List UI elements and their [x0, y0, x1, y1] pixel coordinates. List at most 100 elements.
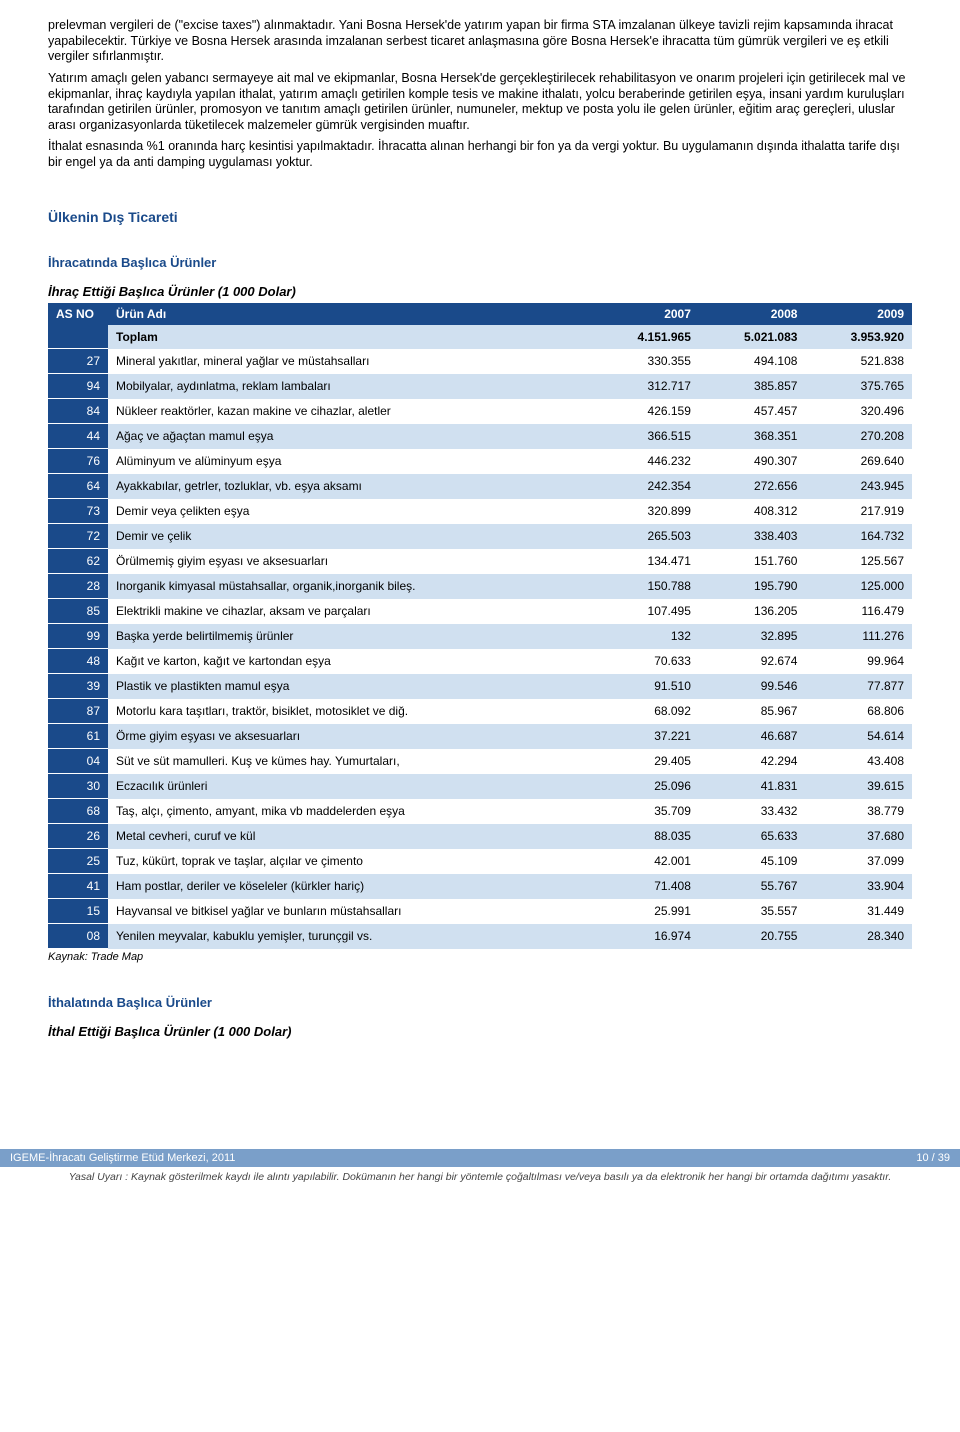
table-row: 04Süt ve süt mamulleri. Kuş ve kümes hay… [48, 749, 912, 774]
cell-2009: 320.496 [805, 399, 912, 424]
footer-left: IGEME-İhracatı Geliştirme Etüd Merkezi, … [10, 1152, 235, 1164]
cell-2008: 42.294 [699, 749, 806, 774]
cell-2009: 37.680 [805, 824, 912, 849]
cell-2009: 38.779 [805, 799, 912, 824]
cell-name: Ayakkabılar, getrler, tozluklar, vb. eşy… [108, 474, 592, 499]
table-row: 76Alüminyum ve alüminyum eşya446.232490.… [48, 449, 912, 474]
footer-right: 10 / 39 [916, 1152, 950, 1164]
cell-name: Demir ve çelik [108, 524, 592, 549]
cell-2008: 46.687 [699, 724, 806, 749]
cell-2007: 330.355 [592, 349, 699, 374]
cell-2009: 217.919 [805, 499, 912, 524]
cell-2009: 28.340 [805, 924, 912, 949]
cell-2007: 37.221 [592, 724, 699, 749]
cell-code: 27 [48, 349, 108, 374]
cell-2007: 91.510 [592, 674, 699, 699]
cell-name: Alüminyum ve alüminyum eşya [108, 449, 592, 474]
cell-2008: 35.557 [699, 899, 806, 924]
cell-2009: 116.479 [805, 599, 912, 624]
paragraph-3: İthalat esnasında %1 oranında harç kesin… [48, 139, 912, 170]
cell-2009: 111.276 [805, 624, 912, 649]
table-row: 28Inorganik kimyasal müstahsallar, organ… [48, 574, 912, 599]
cell-2008: 272.656 [699, 474, 806, 499]
cell-2009: 31.449 [805, 899, 912, 924]
cell-code: 85 [48, 599, 108, 624]
table-header-row: AS NO Ürün Adı 2007 2008 2009 [48, 303, 912, 325]
cell-code: 04 [48, 749, 108, 774]
cell-2008: 490.307 [699, 449, 806, 474]
cell-2008: 45.109 [699, 849, 806, 874]
cell-2008: 99.546 [699, 674, 806, 699]
cell-2009: 68.806 [805, 699, 912, 724]
paragraph-1: prelevman vergileri de ("excise taxes") … [48, 18, 912, 65]
cell-2009: 270.208 [805, 424, 912, 449]
cell-total-2009: 3.953.920 [805, 325, 912, 349]
cell-2007: 426.159 [592, 399, 699, 424]
footer-legal: Yasal Uyarı : Kaynak gösterilmek kaydı i… [0, 1167, 960, 1195]
cell-2007: 320.899 [592, 499, 699, 524]
cell-code: 68 [48, 799, 108, 824]
table-row: 84Nükleer reaktörler, kazan makine ve ci… [48, 399, 912, 424]
table-source: Kaynak: Trade Map [48, 951, 912, 965]
cell-name: Eczacılık ürünleri [108, 774, 592, 799]
cell-name: Başka yerde belirtilmemiş ürünler [108, 624, 592, 649]
heading-export-products: İhracatında Başlıca Ürünler [48, 255, 912, 270]
cell-code: 48 [48, 649, 108, 674]
cell-name: Süt ve süt mamulleri. Kuş ve kümes hay. … [108, 749, 592, 774]
col-asno: AS NO [48, 303, 108, 325]
table-row: 62Örülmemiş giyim eşyası ve aksesuarları… [48, 549, 912, 574]
page-body: prelevman vergileri de ("excise taxes") … [0, 0, 960, 1039]
cell-2008: 368.351 [699, 424, 806, 449]
cell-name: Kağıt ve karton, kağıt ve kartondan eşya [108, 649, 592, 674]
cell-code: 61 [48, 724, 108, 749]
table-row: 99Başka yerde belirtilmemiş ürünler13232… [48, 624, 912, 649]
cell-name: Yenilen meyvalar, kabuklu yemişler, turu… [108, 924, 592, 949]
heading-import-products: İthalatında Başlıca Ürünler [48, 995, 912, 1010]
cell-2009: 37.099 [805, 849, 912, 874]
cell-code: 99 [48, 624, 108, 649]
cell-name: Inorganik kimyasal müstahsallar, organik… [108, 574, 592, 599]
cell-name: Örülmemiş giyim eşyası ve aksesuarları [108, 549, 592, 574]
table-row: 26Metal cevheri, curuf ve kül88.03565.63… [48, 824, 912, 849]
cell-code: 26 [48, 824, 108, 849]
cell-2008: 65.633 [699, 824, 806, 849]
cell-total-2007: 4.151.965 [592, 325, 699, 349]
cell-name: Ağaç ve ağaçtan mamul eşya [108, 424, 592, 449]
cell-2009: 99.964 [805, 649, 912, 674]
table-row: 27Mineral yakıtlar, mineral yağlar ve mü… [48, 349, 912, 374]
cell-2009: 243.945 [805, 474, 912, 499]
table-row: 64Ayakkabılar, getrler, tozluklar, vb. e… [48, 474, 912, 499]
col-name: Ürün Adı [108, 303, 592, 325]
cell-2007: 265.503 [592, 524, 699, 549]
table-row: 44Ağaç ve ağaçtan mamul eşya366.515368.3… [48, 424, 912, 449]
cell-2008: 408.312 [699, 499, 806, 524]
cell-2008: 41.831 [699, 774, 806, 799]
cell-2009: 33.904 [805, 874, 912, 899]
export-products-table: AS NO Ürün Adı 2007 2008 2009 Toplam 4.1… [48, 303, 912, 950]
cell-code: 30 [48, 774, 108, 799]
cell-2008: 195.790 [699, 574, 806, 599]
col-2009: 2009 [805, 303, 912, 325]
cell-2007: 25.096 [592, 774, 699, 799]
cell-2009: 375.765 [805, 374, 912, 399]
cell-2009: 125.000 [805, 574, 912, 599]
cell-name: Demir veya çelikten eşya [108, 499, 592, 524]
table-row: 61Örme giyim eşyası ve aksesuarları37.22… [48, 724, 912, 749]
cell-name: Metal cevheri, curuf ve kül [108, 824, 592, 849]
table-row: 72Demir ve çelik265.503338.403164.732 [48, 524, 912, 549]
cell-code: 72 [48, 524, 108, 549]
table-row: 39Plastik ve plastikten mamul eşya91.510… [48, 674, 912, 699]
cell-code: 94 [48, 374, 108, 399]
cell-2009: 54.614 [805, 724, 912, 749]
cell-name: Mobilyalar, aydınlatma, reklam lambaları [108, 374, 592, 399]
col-2008: 2008 [699, 303, 806, 325]
cell-2008: 494.108 [699, 349, 806, 374]
cell-name: Tuz, kükürt, toprak ve taşlar, alçılar v… [108, 849, 592, 874]
cell-2007: 446.232 [592, 449, 699, 474]
table-row: 41Ham postlar, deriler ve köseleler (kür… [48, 874, 912, 899]
cell-2007: 35.709 [592, 799, 699, 824]
cell-2009: 125.567 [805, 549, 912, 574]
table-row: 48Kağıt ve karton, kağıt ve kartondan eş… [48, 649, 912, 674]
cell-2007: 29.405 [592, 749, 699, 774]
cell-code [48, 325, 108, 349]
